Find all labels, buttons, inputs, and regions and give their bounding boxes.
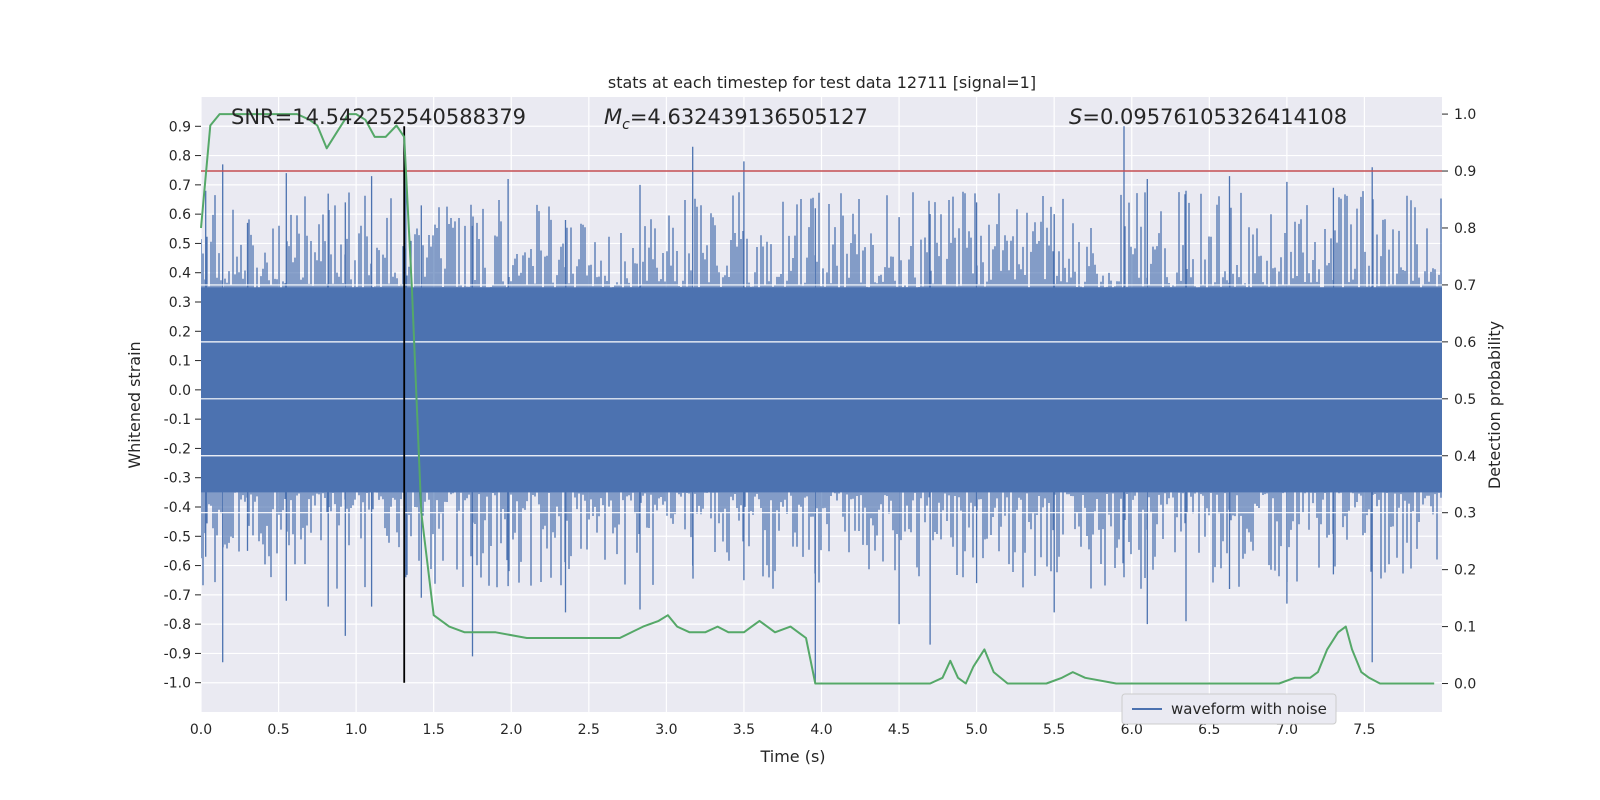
y2-tick-label: 0.0 (1454, 677, 1476, 693)
y-tick-label: 0.2 (169, 324, 191, 340)
y2-ticks: 1.0 0.9 0.8 0.7 0.6 0.5 0.4 0.3 0.2 0.1 0.0 (1442, 107, 1476, 693)
chart-title: stats at each timestep for test data 127… (608, 73, 1036, 92)
x-ticks: 0.0 0.5 1.0 1.5 2.0 2.5 3.0 3.5 4.0 4.5 5.0 5.5 6.0 6… (190, 722, 1376, 738)
legend-entry-waveform: waveform with noise (1171, 700, 1327, 718)
snr-value: 14.542252540588379 (292, 105, 526, 129)
x-tick-label: 1.5 (423, 722, 445, 738)
x-tick-label: 0.0 (190, 722, 212, 738)
y-tick-label: 0.1 (169, 354, 191, 370)
y-ticks: 0.9 0.8 0.7 0.6 0.5 0.4 0.3 0.2 0.1 0.0 -0.1 -0.2 -0… (164, 119, 201, 692)
x-tick-label: 6.5 (1198, 722, 1220, 738)
x-tick-label: 7.5 (1353, 722, 1375, 738)
chirp-mass-annotation: Mc=4.632439136505127 (604, 105, 868, 133)
x-tick-label: 5.5 (1043, 722, 1065, 738)
mc-subscript: c (622, 117, 630, 133)
y2-tick-label: 0.2 (1454, 563, 1476, 579)
x-tick-label: 6.0 (1121, 722, 1143, 738)
y-tick-label: -0.6 (164, 559, 191, 575)
y2-tick-label: 0.8 (1454, 221, 1476, 237)
y2-tick-label: 0.4 (1454, 449, 1476, 465)
probability-line (200, 113, 1435, 685)
y-tick-label: 0.6 (169, 207, 191, 223)
y-tick-label: -0.2 (164, 441, 191, 457)
y-tick-label: 0.0 (169, 383, 191, 399)
y2-axis-label: Detection probability (1485, 321, 1504, 489)
y-tick-label: -0.9 (164, 646, 191, 662)
y-tick-label: 0.5 (169, 236, 191, 252)
legend-box (1121, 693, 1337, 725)
y-tick-label: 0.8 (169, 149, 191, 165)
x-tick-label: 2.0 (500, 722, 522, 738)
x-tick-label: 4.0 (810, 722, 832, 738)
y-tick-label: 0.3 (169, 295, 191, 311)
y-tick-label: 0.9 (169, 119, 191, 135)
y-axis-label: Whitened strain (125, 341, 144, 468)
y2-tick-label: 0.7 (1454, 278, 1476, 294)
x-tick-label: 0.5 (267, 722, 289, 738)
waveform-spikes (201, 126, 1442, 683)
x-axis-label: Time (s) (759, 747, 825, 766)
y-tick-label: -0.5 (164, 529, 191, 545)
y2-tick-label: 0.6 (1454, 335, 1476, 351)
mc-symbol: M (604, 105, 622, 129)
y-tick-label: -0.8 (164, 617, 191, 633)
y-tick-label: 0.7 (169, 178, 191, 194)
x-tick-label: 7.0 (1276, 722, 1298, 738)
y-tick-label: -0.3 (164, 471, 191, 487)
y-tick-label: 0.4 (169, 266, 191, 282)
y2-tick-label: 0.3 (1454, 506, 1476, 522)
s-symbol: S (1069, 105, 1082, 129)
x-tick-label: 3.0 (655, 722, 677, 738)
mc-value: =4.632439136505127 (630, 105, 868, 129)
x-tick-label: 3.5 (733, 722, 755, 738)
snr-annotation: SNR=14.542252540588379 (231, 105, 526, 129)
y2-tick-label: 0.1 (1454, 620, 1476, 636)
y2-tick-label: 1.0 (1454, 107, 1476, 123)
legend: waveform with noise (1121, 693, 1337, 725)
waveform-series (201, 126, 1442, 683)
x-tick-label: 1.0 (345, 722, 367, 738)
s-value: =0.09576105326414108 (1082, 105, 1347, 129)
x-tick-label: 4.5 (888, 722, 910, 738)
x-tick-label: 5.0 (965, 722, 987, 738)
y-tick-label: -0.4 (164, 500, 191, 516)
y-tick-label: -0.1 (164, 412, 191, 428)
y-tick-label: -1.0 (164, 676, 191, 692)
y2-tick-label: 0.9 (1454, 164, 1476, 180)
significance-annotation: S=0.09576105326414108 (1069, 105, 1347, 129)
snr-label: SNR= (231, 105, 292, 129)
y-tick-label: -0.7 (164, 588, 191, 604)
x-tick-label: 2.5 (578, 722, 600, 738)
y2-tick-label: 0.5 (1454, 392, 1476, 408)
